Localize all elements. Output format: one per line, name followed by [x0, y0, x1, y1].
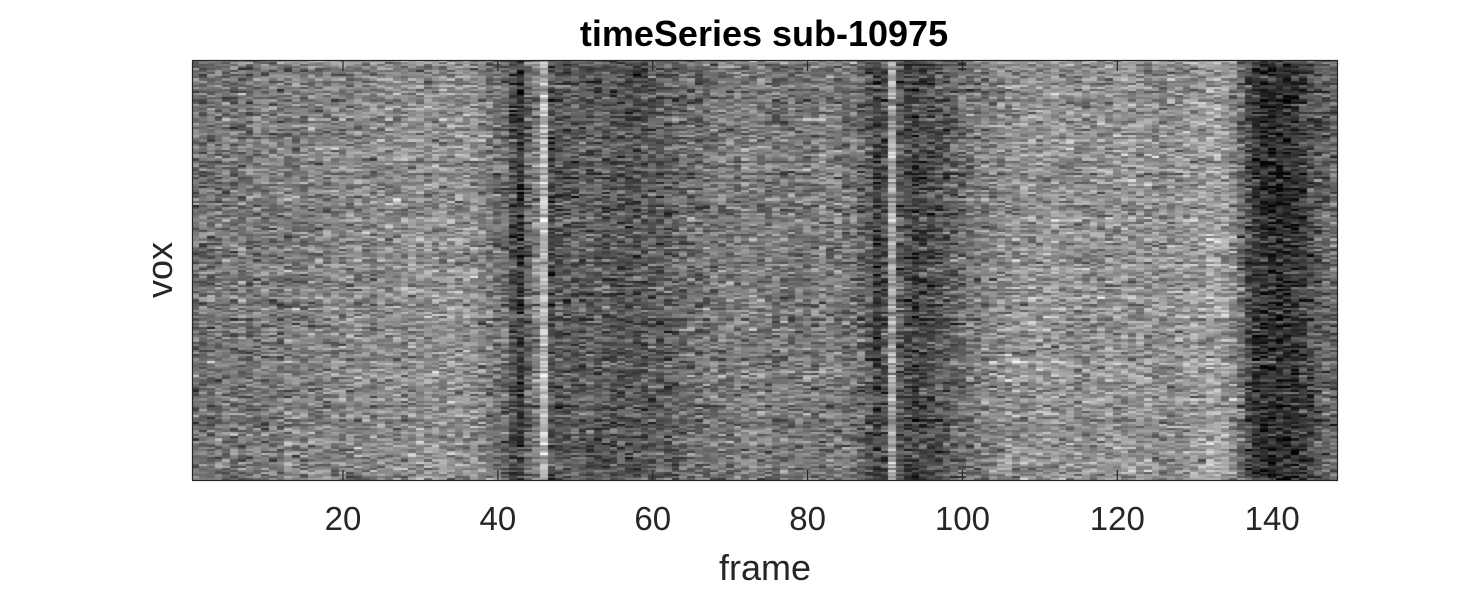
- x-tick-label: 120: [1090, 500, 1145, 537]
- chart-title: timeSeries sub-10975: [580, 13, 948, 54]
- x-tick-label: 140: [1245, 500, 1300, 537]
- y-axis-label: vox: [139, 242, 180, 298]
- axes-box: [191, 59, 1339, 482]
- x-tick-label: 100: [935, 500, 990, 537]
- heatmap-image: [192, 60, 1338, 481]
- heatmap-image-holder: [192, 60, 1338, 481]
- x-axis-ticks: [342, 60, 1273, 481]
- x-tick-label: 60: [634, 500, 671, 537]
- x-tick-label: 80: [789, 500, 826, 537]
- x-tick-label: 20: [325, 500, 362, 537]
- x-tick-label: 40: [479, 500, 516, 537]
- x-axis-tick-labels: 20 40 60 80 100 120 140: [325, 500, 1300, 537]
- x-axis-label: frame: [719, 547, 811, 588]
